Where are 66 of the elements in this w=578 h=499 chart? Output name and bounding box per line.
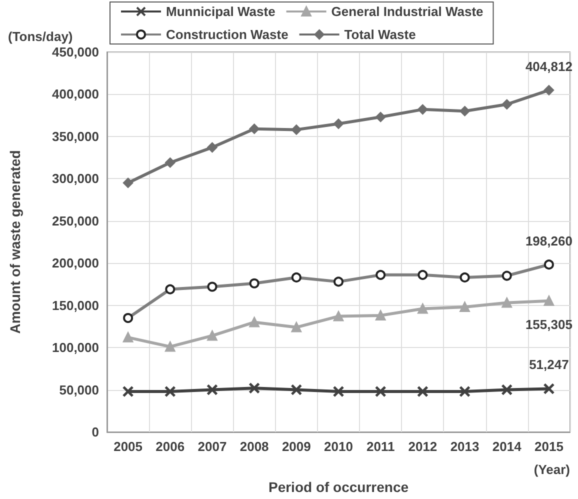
legend-label: Total Waste [344,27,416,42]
point [418,104,428,114]
x-tick-label: 2014 [492,439,522,454]
x-tick-label: 2011 [366,439,395,454]
y-tick-label: 400,000 [52,86,99,102]
point [249,124,260,134]
y-tick-label: 250,000 [52,213,99,228]
x-tick-label: 2005 [114,439,143,454]
data-label: 155,305 [525,316,572,332]
point [291,124,302,135]
point [249,317,260,328]
y-tick-label: 100,000 [52,340,99,356]
y-tick-label: 150,000 [52,298,99,313]
point [123,332,134,342]
x-tick-label: 2012 [408,439,438,454]
data-label: 51,247 [529,356,569,372]
point [459,386,471,398]
x-axis-title: Period of occurrence [268,479,409,495]
point [502,99,512,110]
point [460,302,470,312]
point [376,112,386,122]
point [376,310,386,320]
text: (Tons/day) [8,29,73,44]
point [291,322,302,332]
x-tick-label: 2009 [282,439,311,454]
x-tick-label: 2013 [450,439,480,454]
point [502,298,512,308]
point [543,382,555,394]
point [460,106,470,116]
point [418,304,428,314]
legend-label: Munnicipal Waste [166,4,276,19]
point [165,342,176,352]
point [334,311,344,322]
point [544,296,554,306]
point [207,142,218,152]
point [544,85,554,96]
point [206,384,218,396]
legend-label: General Industrial Waste [331,4,484,19]
y-axis-title: Amount of waste generated [7,150,23,334]
point [164,386,176,398]
x-tick-label: 2006 [156,439,185,454]
text: (Year) [534,462,570,477]
legend-label: Construction Waste [166,27,288,42]
point [248,382,260,394]
x-tick-label: 2010 [324,439,353,454]
x-tick-label: 2015 [534,439,564,454]
point [416,386,428,398]
y-tick-label: 0 [92,424,99,440]
y-tick-label: 300,000 [52,171,99,186]
y-tick-label: 450,000 [52,44,99,60]
point [290,384,302,396]
data-label: 198,260 [525,234,572,249]
y-tick-label: 200,000 [52,256,99,271]
y-tick-label: 50,000 [59,382,99,398]
point [122,386,134,398]
y-tick-label: 350,000 [52,128,99,144]
point [501,384,513,396]
point [332,386,344,398]
x-tick-label: 2008 [240,439,269,454]
point [207,330,218,341]
x-tick-label: 2007 [198,439,227,454]
point [374,386,386,398]
data-label: 404,812 [525,59,572,74]
point [334,118,344,129]
point [165,158,176,168]
point [123,178,134,188]
